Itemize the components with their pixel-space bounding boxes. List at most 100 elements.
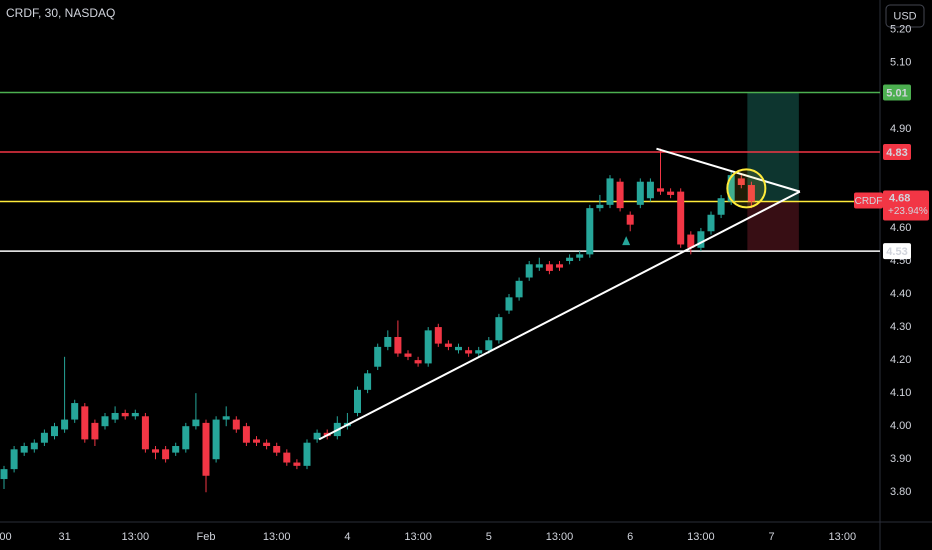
- candle-body: [253, 439, 260, 443]
- candle-body: [30, 442, 38, 450]
- candle-body: [354, 389, 361, 413]
- candle-body: [71, 403, 79, 420]
- candle-body: [586, 208, 594, 255]
- chart-title: CRDF, 30, NASDAQ: [6, 6, 115, 20]
- level-label: 5.01: [886, 87, 907, 99]
- candle-body: [172, 446, 180, 453]
- candle-body: [131, 412, 139, 417]
- candle-body: [455, 346, 462, 351]
- x-tick-label: 13:00: [829, 531, 857, 543]
- x-tick-label: 5: [486, 531, 492, 543]
- candle-body: [434, 327, 442, 344]
- candle-body: [111, 412, 119, 420]
- y-tick-label: 4.40: [890, 288, 911, 300]
- candle-body: [0, 469, 8, 480]
- candle-body: [465, 350, 473, 354]
- candle-body: [424, 330, 432, 364]
- candle-body: [576, 254, 584, 258]
- candle-body: [525, 264, 533, 278]
- candle-body: [263, 442, 271, 447]
- last-price-label: 4.68: [889, 192, 910, 204]
- candle-body: [444, 343, 452, 347]
- candle-body: [626, 214, 634, 225]
- currency-button[interactable]: [885, 4, 925, 28]
- candle-body: [606, 178, 614, 205]
- x-tick-label: 13:00: [122, 531, 150, 543]
- candle-body: [202, 422, 210, 476]
- candle-body: [81, 406, 89, 440]
- candle-body: [303, 442, 311, 466]
- candle-body: [677, 191, 685, 245]
- candle-body: [616, 181, 624, 209]
- candle-body: [384, 336, 392, 347]
- candle-body: [556, 264, 563, 268]
- candle-body: [515, 280, 523, 298]
- candle-body: [545, 264, 553, 271]
- candle-body: [535, 264, 543, 268]
- candle-body: [222, 416, 230, 420]
- y-tick-label: 4.30: [890, 321, 911, 333]
- candle-body: [152, 449, 159, 453]
- candle-body: [596, 204, 604, 209]
- x-tick-label: 13:00: [687, 531, 715, 543]
- candle-body: [91, 422, 99, 440]
- highlight-circle: [726, 168, 767, 209]
- symbol-label: CRDF: [855, 196, 883, 207]
- level-label: 4.83: [886, 147, 907, 159]
- candle-body: [101, 416, 109, 427]
- candle-body: [636, 181, 644, 205]
- candle-body: [495, 317, 503, 341]
- y-tick-label: 5.10: [890, 57, 911, 69]
- candle-body: [20, 446, 28, 453]
- candle-body: [40, 432, 48, 443]
- candle-body: [687, 234, 695, 248]
- candle-body: [364, 373, 372, 390]
- candle-body: [657, 188, 664, 192]
- candle-body: [697, 231, 705, 248]
- candle-body: [667, 191, 675, 195]
- candle-body: [566, 257, 574, 261]
- currency-label[interactable]: USD: [893, 10, 916, 22]
- candle-body: [737, 178, 745, 186]
- y-tick-label: 3.90: [890, 453, 911, 465]
- y-tick-label: 4.10: [890, 387, 911, 399]
- candle-body: [727, 175, 735, 202]
- candle-body: [717, 198, 725, 215]
- x-tick-label: 13:00: [546, 531, 574, 543]
- y-tick-label: 4.90: [890, 123, 911, 135]
- stop-zone: [747, 201, 799, 252]
- candle-body: [747, 185, 755, 202]
- x-tick-label: 4: [344, 531, 350, 543]
- x-tick-label: 13:00: [404, 531, 432, 543]
- candle-body: [293, 462, 301, 466]
- candle-body: [212, 419, 220, 460]
- last-price-box: [883, 190, 929, 221]
- candle-body: [141, 416, 149, 450]
- x-tick-label: 7: [769, 531, 775, 543]
- symbol-box: [854, 192, 883, 209]
- y-tick-label: 4.00: [890, 420, 911, 432]
- level-label-box: [883, 143, 911, 160]
- x-tick-label: Feb: [197, 531, 216, 543]
- candle-body: [182, 426, 190, 450]
- candle-body: [121, 412, 129, 417]
- plot-area: [0, 91, 880, 493]
- candle-body: [414, 360, 422, 364]
- candle-body: [313, 432, 321, 440]
- candle-body: [242, 426, 250, 443]
- candle-body: [283, 452, 291, 463]
- candle-body: [505, 297, 513, 311]
- candle-body: [394, 336, 402, 354]
- candle-body: [485, 340, 493, 351]
- x-tick-label: 13:00: [263, 531, 291, 543]
- y-tick-label: 4.20: [890, 354, 911, 366]
- y-tick-label: 3.80: [890, 486, 911, 498]
- candle-body: [192, 419, 200, 427]
- candle-body: [374, 346, 382, 367]
- x-tick-label: 6: [627, 531, 633, 543]
- candle-body: [273, 446, 281, 453]
- y-tick-label: 5.20: [890, 24, 911, 36]
